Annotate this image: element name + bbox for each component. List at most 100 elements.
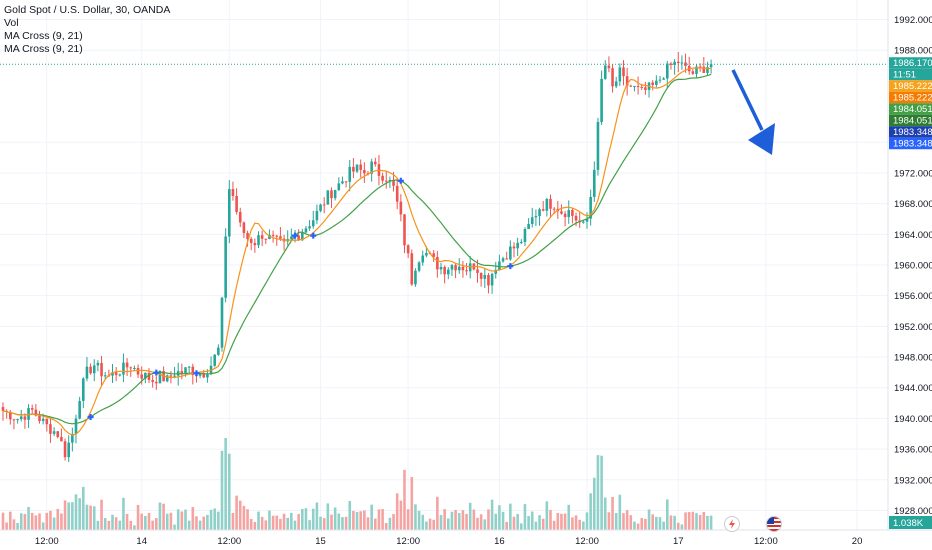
forecast-arrow <box>731 69 775 155</box>
volume-bar <box>706 515 709 530</box>
candle-body <box>527 223 530 230</box>
volume-bar <box>691 511 695 530</box>
candle-body <box>326 190 330 205</box>
volume-bar <box>238 500 242 530</box>
candle-body <box>60 437 63 442</box>
volume-bar <box>461 510 465 530</box>
volume-bar <box>593 477 596 530</box>
candlesticks <box>1 51 713 463</box>
candle-body <box>538 209 541 217</box>
indicator-vol[interactable]: Vol <box>4 17 19 29</box>
candle-body <box>567 210 571 218</box>
volume-bar <box>436 496 439 530</box>
ma-fast-line <box>2 67 712 436</box>
indicator-ma-cross-1[interactable]: MA Cross (9, 21) <box>4 30 83 42</box>
x-tick-label: 12:00 <box>35 536 59 547</box>
candle-body <box>432 253 435 257</box>
volume-bar <box>19 513 23 530</box>
volume-bar <box>49 510 52 530</box>
volume-bar <box>483 519 487 530</box>
candle-body <box>30 408 34 410</box>
candle-body <box>238 212 242 223</box>
volume-bar <box>41 522 45 530</box>
volume-bar <box>395 493 399 530</box>
y-tick-label: 1944.000 <box>894 383 932 394</box>
ma-cross-marker <box>292 232 298 239</box>
candle-body <box>187 366 191 368</box>
candle-body <box>330 190 333 199</box>
candle-body <box>301 232 304 241</box>
candle-body <box>388 179 392 182</box>
volume-bar <box>308 520 311 530</box>
candle-body <box>399 201 403 215</box>
candle-body <box>169 375 173 377</box>
us-flag-icon[interactable] <box>766 516 782 532</box>
volume-bar <box>151 520 154 530</box>
candle-body <box>275 235 279 237</box>
volume-bar <box>523 504 527 530</box>
lightning-icon[interactable] <box>724 516 740 532</box>
candle-body <box>297 235 300 241</box>
volume-value-tag: 1.038K <box>889 516 932 529</box>
candle-body <box>71 433 74 443</box>
volume-bar <box>16 523 19 530</box>
volume-bar <box>698 515 702 530</box>
price-tag-label: 11:51 <box>893 70 916 81</box>
time-axis[interactable]: 12:00 14 12:00 15 12:00 16 12:00 17 12:00 20 <box>35 536 862 547</box>
grid-lines <box>0 0 888 530</box>
candle-body <box>103 375 107 377</box>
volume-bar <box>534 521 538 530</box>
volume-bar <box>348 500 352 530</box>
volume-bar <box>224 438 227 530</box>
candle-body <box>629 85 633 87</box>
candle-body <box>468 263 472 272</box>
volume-bar <box>23 514 27 530</box>
volume-bar <box>582 521 585 530</box>
candle-body <box>552 208 556 210</box>
volume-bar <box>165 513 169 530</box>
volume-bar <box>556 513 560 530</box>
candle-body <box>118 374 122 376</box>
ma-cross-marker <box>87 413 94 420</box>
symbol-title[interactable]: Gold Spot / U.S. Dollar, 30, OANDA <box>4 4 171 16</box>
volume-bar <box>45 512 49 530</box>
volume-bar <box>271 515 275 530</box>
price-tag-label: 1985.222 <box>893 93 932 104</box>
volume-bar <box>647 509 651 530</box>
candle-body <box>673 61 676 65</box>
volume-bar <box>246 509 249 530</box>
candle-body <box>257 235 260 246</box>
candle-body <box>34 409 38 416</box>
candle-body <box>636 86 640 88</box>
volume-bar <box>355 512 359 530</box>
volume-bar <box>242 505 246 530</box>
candle-body <box>505 258 508 260</box>
price-tag-bg <box>889 103 932 115</box>
volume-bar <box>129 520 133 530</box>
volume-bar <box>282 513 286 530</box>
candle-body <box>125 362 129 368</box>
volume-bar <box>549 509 552 530</box>
y-tick-label: 1940.000 <box>894 414 932 425</box>
volume-bar <box>432 519 435 530</box>
candle-body <box>220 297 224 348</box>
candle-body <box>52 431 56 434</box>
candle-body <box>651 82 654 85</box>
y-tick-label: 1932.000 <box>894 475 932 486</box>
indicator-ma-cross-2[interactable]: MA Cross (9, 21) <box>4 43 83 55</box>
volume-bar <box>264 520 268 530</box>
candle-body <box>341 181 344 184</box>
volume-bar <box>268 510 271 530</box>
candle-body <box>483 274 487 279</box>
volume-bar <box>607 512 611 530</box>
volume-bar <box>618 494 622 530</box>
volume-bar <box>622 513 625 530</box>
y-tick-label: 1968.000 <box>894 199 932 210</box>
volume-bar <box>633 521 636 530</box>
y-tick-label: 1936.000 <box>894 445 932 456</box>
candle-body <box>669 63 673 65</box>
x-tick-label: 15 <box>315 536 326 547</box>
candle-body <box>494 269 498 274</box>
candle-body <box>337 183 341 191</box>
